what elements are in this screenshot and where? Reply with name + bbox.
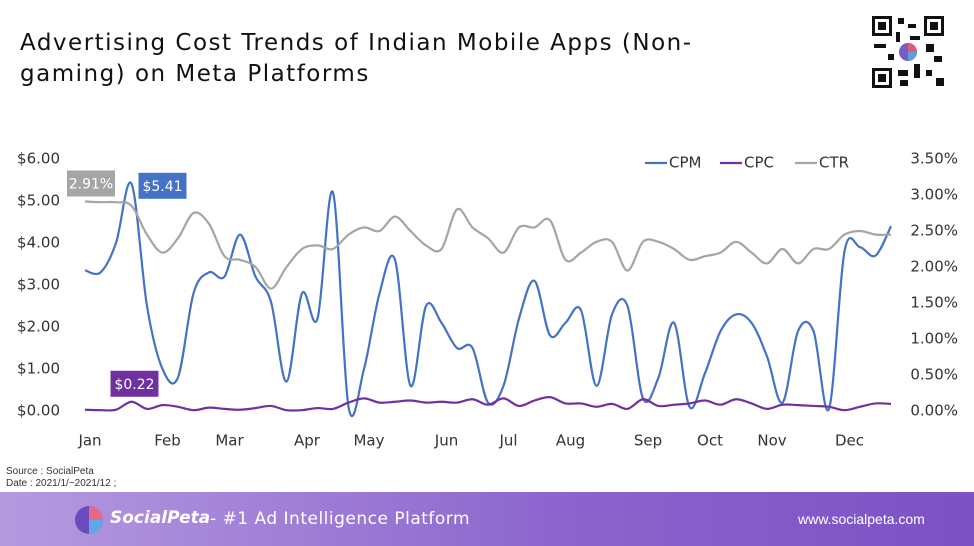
x-tick-label: Dec xyxy=(835,432,864,450)
x-tick-label: Jul xyxy=(498,432,517,450)
x-tick-label: Nov xyxy=(757,432,786,450)
y2-tick-label: 2.50% xyxy=(910,222,958,240)
x-tick-label: Oct xyxy=(697,432,723,450)
series-line xyxy=(84,181,892,418)
x-tick-label: Jun xyxy=(434,432,458,450)
x-tick-label: Sep xyxy=(634,432,662,450)
legend-label: CPC xyxy=(744,154,774,172)
chart: $0.00 $1.00 $2.00 $3.00 $4.00 $5.00 $6.00 0.00%… xyxy=(17,150,958,450)
source-block: Source : SocialPeta Date : 2021/1/~2021/… xyxy=(6,466,116,490)
value-label: 2.91% xyxy=(69,176,113,192)
y-tick-label: $3.00 xyxy=(17,276,60,294)
qr-code xyxy=(870,14,946,90)
series-line xyxy=(84,395,892,412)
x-tick-label: Aug xyxy=(556,432,585,450)
date: Date : 2021/1/~2021/12 ; xyxy=(6,478,117,489)
tagline: - #1 Ad Intelligence Platform xyxy=(210,509,471,529)
x-tick-label: Feb xyxy=(154,432,181,450)
url: www.socialpeta.com xyxy=(798,511,925,527)
logo xyxy=(75,506,103,534)
y2-tick-label: 1.50% xyxy=(910,294,958,312)
legend-label: CPM xyxy=(669,154,701,172)
page-title: Advertising Cost Trends of Indian Mobile… xyxy=(20,30,693,87)
series-line xyxy=(84,200,892,290)
y2-tick-label: 3.00% xyxy=(910,186,958,204)
source: Source : SocialPeta xyxy=(6,466,94,477)
x-tick-label: May xyxy=(353,432,384,450)
value-label-box xyxy=(138,172,187,199)
y2-tick-label: 3.50% xyxy=(910,150,958,168)
y2-tick-label: 1.00% xyxy=(910,330,958,348)
value-label: $0.22 xyxy=(114,377,154,393)
y-tick-label: $5.00 xyxy=(17,192,60,210)
y-tick-label: $6.00 xyxy=(17,150,60,168)
y-tick-label: $4.00 xyxy=(17,234,60,252)
footer: SocialPeta - #1 Ad Intelligence Platform… xyxy=(0,492,974,546)
y-tick-label: $0.00 xyxy=(17,402,60,420)
value-label-box xyxy=(110,370,159,397)
value-label: $5.41 xyxy=(142,179,182,195)
brand: SocialPeta xyxy=(110,508,211,528)
y2-tick-label: 0.00% xyxy=(910,402,958,420)
y-tick-label: $2.00 xyxy=(17,318,60,336)
legend-label: CTR xyxy=(819,154,849,172)
x-tick-label: Jan xyxy=(77,432,101,450)
x-tick-label: Apr xyxy=(294,432,321,450)
x-tick-label: Mar xyxy=(215,432,244,450)
y2-tick-label: 2.00% xyxy=(910,258,958,276)
y2-tick-label: 0.50% xyxy=(910,366,958,384)
y-tick-label: $1.00 xyxy=(17,360,60,378)
value-label-box xyxy=(67,170,115,197)
